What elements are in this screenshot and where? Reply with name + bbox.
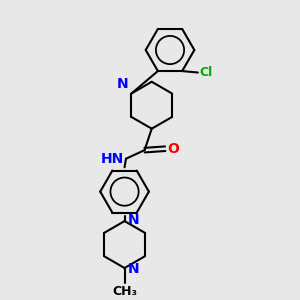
- Text: O: O: [167, 142, 179, 156]
- Text: Cl: Cl: [199, 66, 212, 79]
- Text: N: N: [128, 262, 140, 276]
- Text: N: N: [128, 213, 140, 227]
- Text: HN: HN: [100, 152, 124, 166]
- Text: N: N: [116, 77, 128, 91]
- Text: CH₃: CH₃: [112, 285, 137, 298]
